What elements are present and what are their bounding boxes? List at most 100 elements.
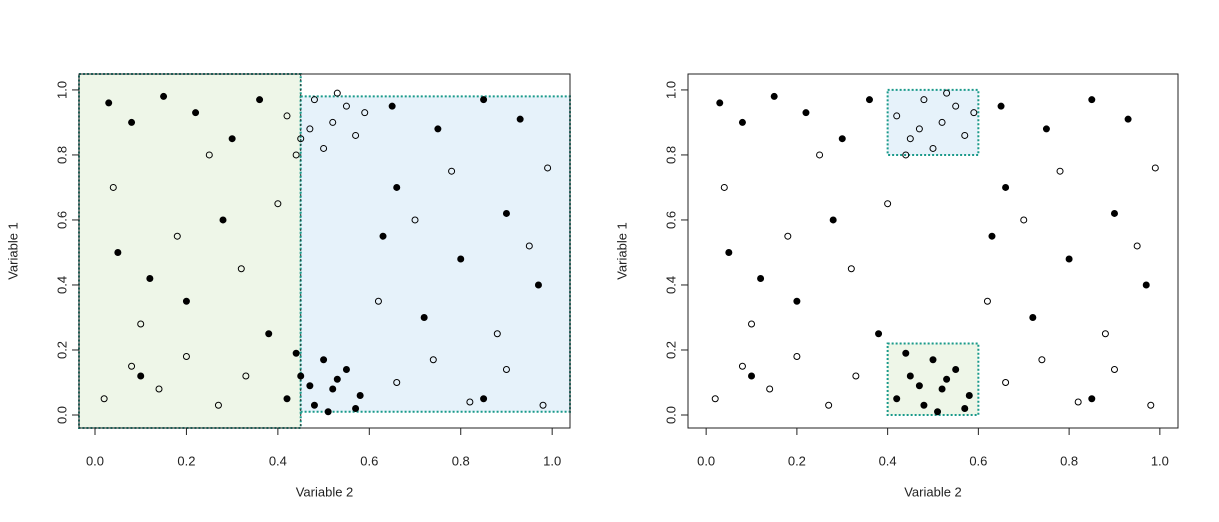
point <box>329 118 337 126</box>
point <box>952 102 960 110</box>
point <box>1065 255 1073 263</box>
point <box>320 356 328 364</box>
point <box>333 89 341 97</box>
point <box>502 365 510 373</box>
point <box>192 109 200 117</box>
point <box>884 200 892 208</box>
point <box>1124 115 1132 123</box>
point <box>352 131 360 139</box>
point <box>757 274 765 282</box>
point <box>970 109 978 117</box>
point <box>1142 281 1150 289</box>
point <box>502 209 510 217</box>
point <box>306 382 314 390</box>
point <box>929 144 937 152</box>
point <box>342 365 350 373</box>
point <box>902 151 910 159</box>
point <box>100 395 108 403</box>
point <box>292 151 300 159</box>
point <box>915 125 923 133</box>
point <box>137 320 145 328</box>
point <box>137 372 145 380</box>
point <box>379 232 387 240</box>
point <box>128 362 136 370</box>
y-axis-title: Variable 1 <box>5 222 20 280</box>
point <box>466 398 474 406</box>
point <box>1151 164 1159 172</box>
point <box>420 313 428 321</box>
point <box>1002 378 1010 386</box>
y-tick-label: 0.2 <box>663 341 678 359</box>
point <box>952 365 960 373</box>
point <box>1088 395 1096 403</box>
point <box>434 125 442 133</box>
x-tick-label: 0.8 <box>1060 453 1078 468</box>
y-tick-label: 0.4 <box>663 276 678 294</box>
point <box>906 135 914 143</box>
x-tick-label: 0.4 <box>879 453 897 468</box>
point <box>961 404 969 412</box>
point <box>816 151 824 159</box>
y-tick-label: 0.6 <box>54 211 69 229</box>
point <box>725 248 733 256</box>
x-tick-label: 0.8 <box>452 453 470 468</box>
point <box>114 248 122 256</box>
point <box>393 183 401 191</box>
x-tick-label: 1.0 <box>1151 453 1169 468</box>
point <box>997 102 1005 110</box>
point <box>388 102 396 110</box>
x-tick-label: 0.6 <box>969 453 987 468</box>
point <box>534 281 542 289</box>
point <box>938 118 946 126</box>
point <box>802 109 810 117</box>
y-tick-label: 0.8 <box>663 146 678 164</box>
point <box>219 216 227 224</box>
point <box>237 265 245 273</box>
x-tick-label: 0.4 <box>269 453 287 468</box>
point <box>516 115 524 123</box>
point <box>847 265 855 273</box>
point <box>1110 209 1118 217</box>
point <box>525 242 533 250</box>
point <box>182 297 190 305</box>
point <box>1074 398 1082 406</box>
point <box>310 96 318 104</box>
point <box>356 391 364 399</box>
point <box>128 118 136 126</box>
point <box>493 330 501 338</box>
point <box>920 401 928 409</box>
plot-box <box>687 73 1179 429</box>
x-axis-title: Variable 2 <box>904 484 962 499</box>
point <box>182 352 190 360</box>
point <box>429 356 437 364</box>
point <box>109 183 117 191</box>
point <box>711 395 719 403</box>
point <box>943 89 951 97</box>
x-tick-label: 0.2 <box>177 453 195 468</box>
point <box>1133 242 1141 250</box>
point <box>738 362 746 370</box>
point <box>920 96 928 104</box>
point <box>1020 216 1028 224</box>
y-tick-label: 0.0 <box>663 406 678 424</box>
point <box>943 375 951 383</box>
point <box>324 408 332 416</box>
region <box>886 88 980 156</box>
region <box>78 73 302 429</box>
x-tick-label: 0.2 <box>788 453 806 468</box>
plot-box <box>78 73 571 429</box>
region <box>299 95 571 413</box>
y-tick-label: 1.0 <box>663 81 678 99</box>
point <box>352 404 360 412</box>
point <box>938 385 946 393</box>
point <box>965 391 973 399</box>
y-tick-label: 1.0 <box>54 81 69 99</box>
point <box>716 99 724 107</box>
point <box>411 216 419 224</box>
point <box>893 395 901 403</box>
point <box>146 274 154 282</box>
point <box>333 375 341 383</box>
point <box>1029 313 1037 321</box>
point <box>865 96 873 104</box>
x-tick-label: 0.0 <box>697 453 715 468</box>
